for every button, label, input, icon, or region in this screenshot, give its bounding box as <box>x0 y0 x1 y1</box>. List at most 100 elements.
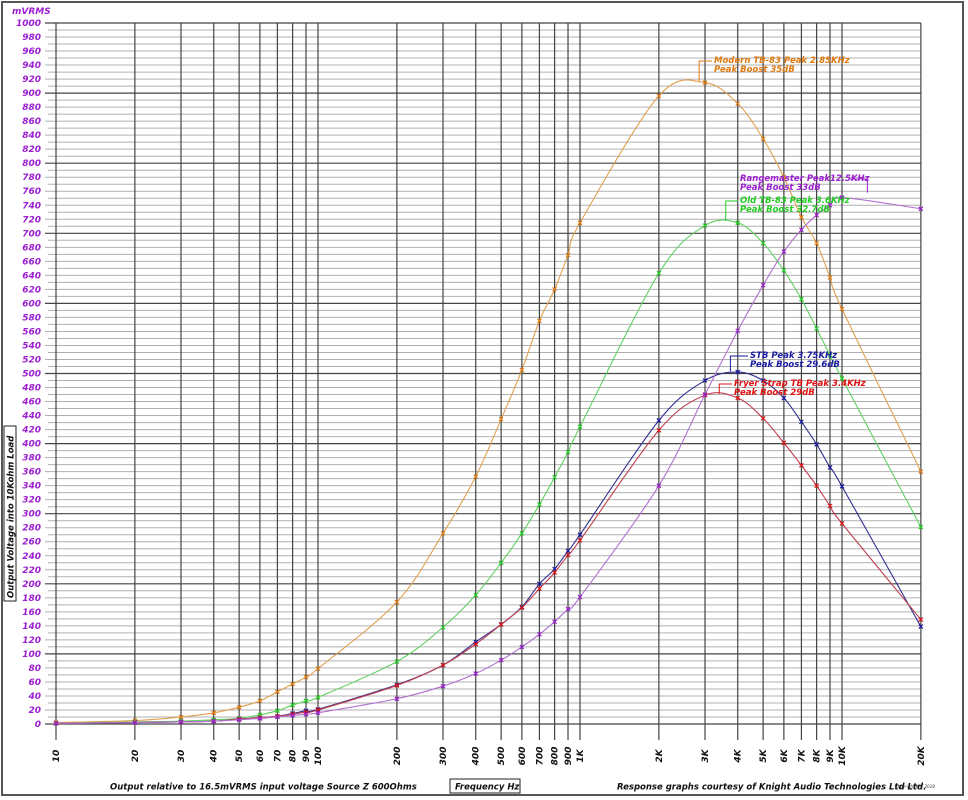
x-marker-icon <box>236 704 242 710</box>
x-marker-icon <box>290 713 296 719</box>
x-tick-label: 300 <box>439 747 449 766</box>
footer-right-credit: Response graphs courtesy of Knight Audio… <box>617 783 926 793</box>
x-marker-icon <box>827 352 833 358</box>
x-marker-icon <box>257 715 263 721</box>
x-tick-label: 7K <box>797 748 807 762</box>
annotation-text: Peak Boost 33dB <box>740 183 821 193</box>
x-tick-label: 500 <box>497 747 507 766</box>
x-marker-icon <box>498 560 504 566</box>
y-tick-label: 260 <box>22 538 41 548</box>
x-marker-icon <box>315 694 321 700</box>
x-tick-label: 5K <box>759 748 769 762</box>
x-marker-icon <box>440 683 446 689</box>
annotation-text: Rangemaster Peak12.5KHz <box>740 174 870 184</box>
series-rangemaster <box>53 195 924 726</box>
x-marker-icon <box>519 605 525 611</box>
x-marker-icon <box>536 502 542 508</box>
x-tick-label: 80 <box>289 750 299 763</box>
x-tick-label: 9K <box>826 748 836 762</box>
y-axis-labels: 0 20 40 60 80 100 120 140 160 180 200 220 240 260 280 3… <box>16 19 41 730</box>
x-marker-icon <box>315 710 321 716</box>
y-tick-label: 460 <box>21 398 41 408</box>
x-marker-icon <box>814 326 820 332</box>
y-tick-label: 720 <box>22 215 41 225</box>
x-marker-icon <box>656 427 662 433</box>
x-tick-label: 700 <box>535 747 545 766</box>
x-marker-icon <box>760 240 766 246</box>
y-tick-label: 340 <box>22 482 41 492</box>
x-tick-label: 50 <box>235 750 245 763</box>
y-tick-label: 660 <box>22 257 41 267</box>
x-tick-label: 100 <box>314 747 324 766</box>
y-tick-label: 220 <box>22 566 41 576</box>
y-tick-label: 160 <box>22 608 41 618</box>
y-tick-label: 680 <box>22 243 41 253</box>
x-tick-label: 90 <box>302 750 312 763</box>
x-marker-icon <box>735 395 741 401</box>
x-marker-icon <box>827 202 833 208</box>
series-modern-tb-83 <box>53 79 924 726</box>
x-marker-icon <box>565 552 571 558</box>
x-marker-icon <box>781 249 787 254</box>
x-axis-labels: 10 20 30 40 50 60 70 80 90 100 200 300 400 500 600 700 8… <box>52 745 927 766</box>
annotation-text: Fryer Strap TB Peak 3.4KHz <box>734 379 866 389</box>
annotation-text: STB Peak 3.75KHz <box>750 351 837 361</box>
x-tick-label: 400 <box>472 747 482 767</box>
x-marker-icon <box>839 306 845 312</box>
x-marker-icon <box>536 631 542 637</box>
y-tick-label: 360 <box>22 468 41 478</box>
annotation-text: Old TB-83 Peak 3.6KHz <box>740 196 850 206</box>
y-tick-label: 580 <box>22 313 41 323</box>
x-marker-icon <box>178 714 184 720</box>
x-marker-icon <box>735 101 741 107</box>
x-marker-icon <box>303 711 309 717</box>
x-tick-label: 60 <box>256 750 266 763</box>
x-marker-icon <box>565 548 571 554</box>
x-marker-icon <box>735 328 741 334</box>
x-marker-icon <box>53 720 59 726</box>
x-marker-icon <box>473 474 479 479</box>
y-tick-label: 120 <box>22 636 41 646</box>
y-tick-label: 280 <box>22 524 41 534</box>
y-tick-label: 100 <box>22 650 41 660</box>
x-marker-icon <box>536 318 542 324</box>
series-old-tb-83 <box>53 219 924 726</box>
x-marker-icon <box>274 714 280 720</box>
x-marker-icon <box>839 521 845 526</box>
x-marker-icon <box>211 718 217 724</box>
annotation-text: Peak Boost 29.6dB <box>750 360 840 370</box>
y-tick-label: 980 <box>22 33 41 43</box>
x-marker-icon <box>814 240 820 246</box>
x-marker-icon <box>814 441 820 447</box>
x-marker-icon <box>498 622 504 627</box>
x-tick-label: 30 <box>177 750 187 763</box>
y-tick-label: 400 <box>21 440 41 450</box>
x-marker-icon <box>394 659 400 665</box>
x-marker-icon <box>274 708 280 714</box>
x-marker-icon <box>781 174 787 180</box>
x-marker-icon <box>394 599 400 605</box>
x-tick-label: 10 <box>52 750 62 763</box>
x-marker-icon <box>178 719 184 725</box>
y-tick-label: 1000 <box>16 19 41 29</box>
y-tick-label: 740 <box>22 201 41 211</box>
y-tick-label: 780 <box>22 173 41 183</box>
x-marker-icon <box>798 296 804 302</box>
y-tick-label: 320 <box>22 496 41 506</box>
series-lines <box>53 79 924 726</box>
x-marker-icon <box>702 378 708 383</box>
x-marker-icon <box>656 270 662 276</box>
x-marker-icon <box>827 275 833 280</box>
y-tick-label: 920 <box>22 75 41 85</box>
y-tick-label: 600 <box>22 299 41 309</box>
x-tick-label: 900 <box>564 747 574 766</box>
y-tick-label: 60 <box>28 678 41 688</box>
x-marker-icon <box>918 624 924 629</box>
x-marker-icon <box>918 617 924 622</box>
y-tick-label: 940 <box>22 61 41 71</box>
x-marker-icon <box>577 532 583 538</box>
x-tick-label: 20K <box>917 745 927 766</box>
